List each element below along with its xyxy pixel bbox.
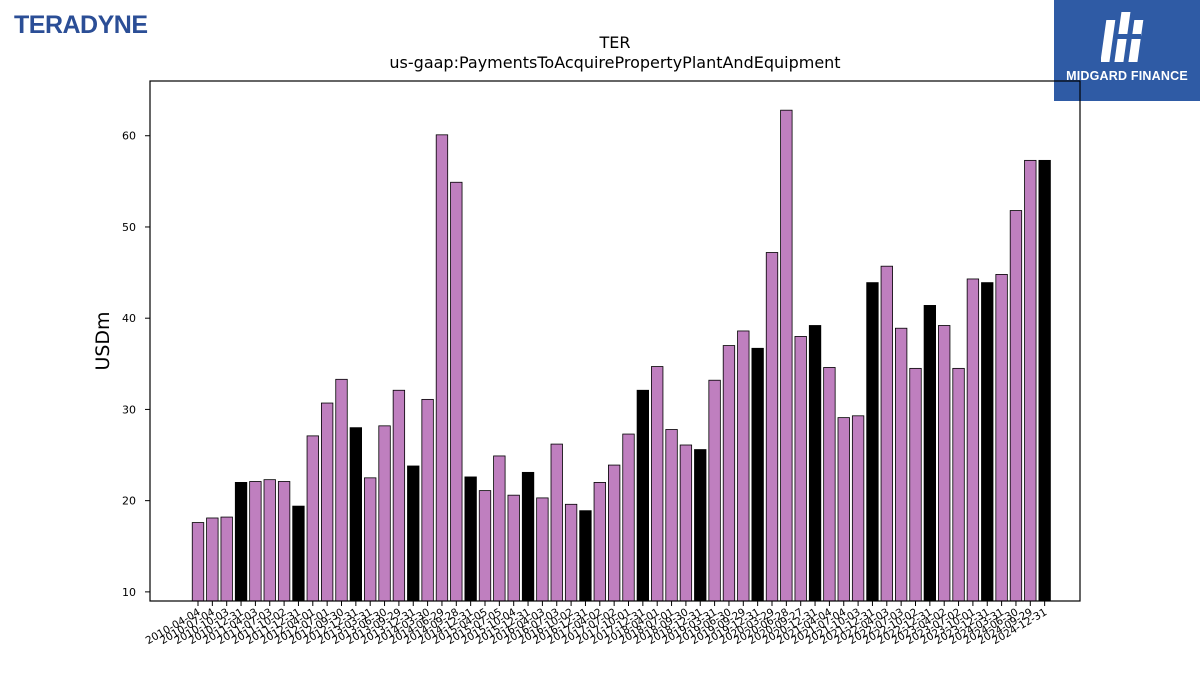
y-tick-label: 30 bbox=[122, 403, 136, 416]
bar bbox=[593, 482, 606, 602]
bar bbox=[407, 465, 420, 602]
bar bbox=[435, 134, 449, 602]
bar bbox=[493, 455, 506, 602]
bar bbox=[636, 389, 649, 602]
midgard-logo-text: MIDGARD FINANCE bbox=[1066, 69, 1188, 83]
bar bbox=[306, 435, 319, 602]
bar bbox=[794, 336, 807, 602]
bar bbox=[450, 181, 463, 602]
bar bbox=[263, 479, 276, 602]
bar bbox=[579, 510, 592, 602]
midgard-emblem-icon bbox=[1101, 12, 1144, 62]
bar bbox=[923, 305, 936, 602]
bar bbox=[679, 444, 693, 602]
bar bbox=[320, 402, 334, 602]
bar bbox=[521, 471, 535, 602]
y-tick-label: 60 bbox=[122, 130, 136, 143]
bar bbox=[234, 482, 248, 602]
bar bbox=[765, 252, 779, 602]
bar bbox=[608, 464, 621, 602]
chart-title: TER bbox=[599, 33, 631, 52]
bar bbox=[349, 427, 363, 602]
y-tick-label: 10 bbox=[122, 586, 136, 599]
bar bbox=[780, 109, 793, 602]
bar bbox=[364, 477, 377, 602]
bar bbox=[694, 449, 707, 602]
bar bbox=[220, 516, 233, 602]
bar bbox=[851, 415, 865, 602]
bar bbox=[751, 347, 764, 602]
bar bbox=[665, 429, 678, 602]
bar bbox=[995, 274, 1008, 602]
bar bbox=[708, 379, 721, 602]
bar bbox=[895, 327, 908, 602]
bar bbox=[507, 494, 520, 602]
bar bbox=[478, 490, 492, 602]
y-tick-label: 20 bbox=[122, 495, 136, 508]
teradyne-logo: TERADYNE bbox=[14, 11, 148, 39]
chart-subtitle: us-gaap:PaymentsToAcquirePropertyPlantAn… bbox=[389, 53, 841, 72]
bar bbox=[952, 367, 965, 602]
y-tick-label: 50 bbox=[122, 221, 136, 234]
bar bbox=[909, 367, 922, 602]
bar bbox=[1024, 159, 1037, 602]
bar bbox=[837, 417, 850, 602]
bar bbox=[622, 433, 635, 602]
midgard-finance-logo: MIDGARD FINANCE bbox=[1054, 0, 1200, 101]
bar bbox=[536, 497, 549, 602]
bar bbox=[464, 476, 477, 602]
plot-frame bbox=[149, 80, 1081, 602]
bar bbox=[292, 505, 305, 602]
bar bbox=[866, 282, 879, 602]
bar bbox=[378, 425, 391, 602]
bar bbox=[938, 325, 951, 602]
bar bbox=[722, 345, 736, 602]
y-tick-label: 40 bbox=[122, 312, 136, 325]
y-axis-label: USDm bbox=[92, 311, 114, 370]
bar bbox=[981, 282, 994, 602]
bar bbox=[808, 325, 822, 602]
bar bbox=[880, 265, 893, 602]
bar bbox=[651, 366, 664, 602]
bar bbox=[1038, 159, 1051, 602]
bar bbox=[564, 503, 578, 602]
bar bbox=[206, 517, 219, 602]
bar bbox=[1009, 210, 1023, 602]
bar bbox=[191, 522, 205, 602]
bar bbox=[249, 481, 262, 602]
bar bbox=[737, 330, 750, 602]
bar bbox=[421, 398, 434, 602]
bar bbox=[392, 389, 406, 602]
bar bbox=[335, 378, 348, 602]
bar bbox=[966, 278, 980, 602]
bar bbox=[550, 443, 563, 602]
bar bbox=[277, 481, 291, 602]
bar bbox=[823, 367, 836, 602]
